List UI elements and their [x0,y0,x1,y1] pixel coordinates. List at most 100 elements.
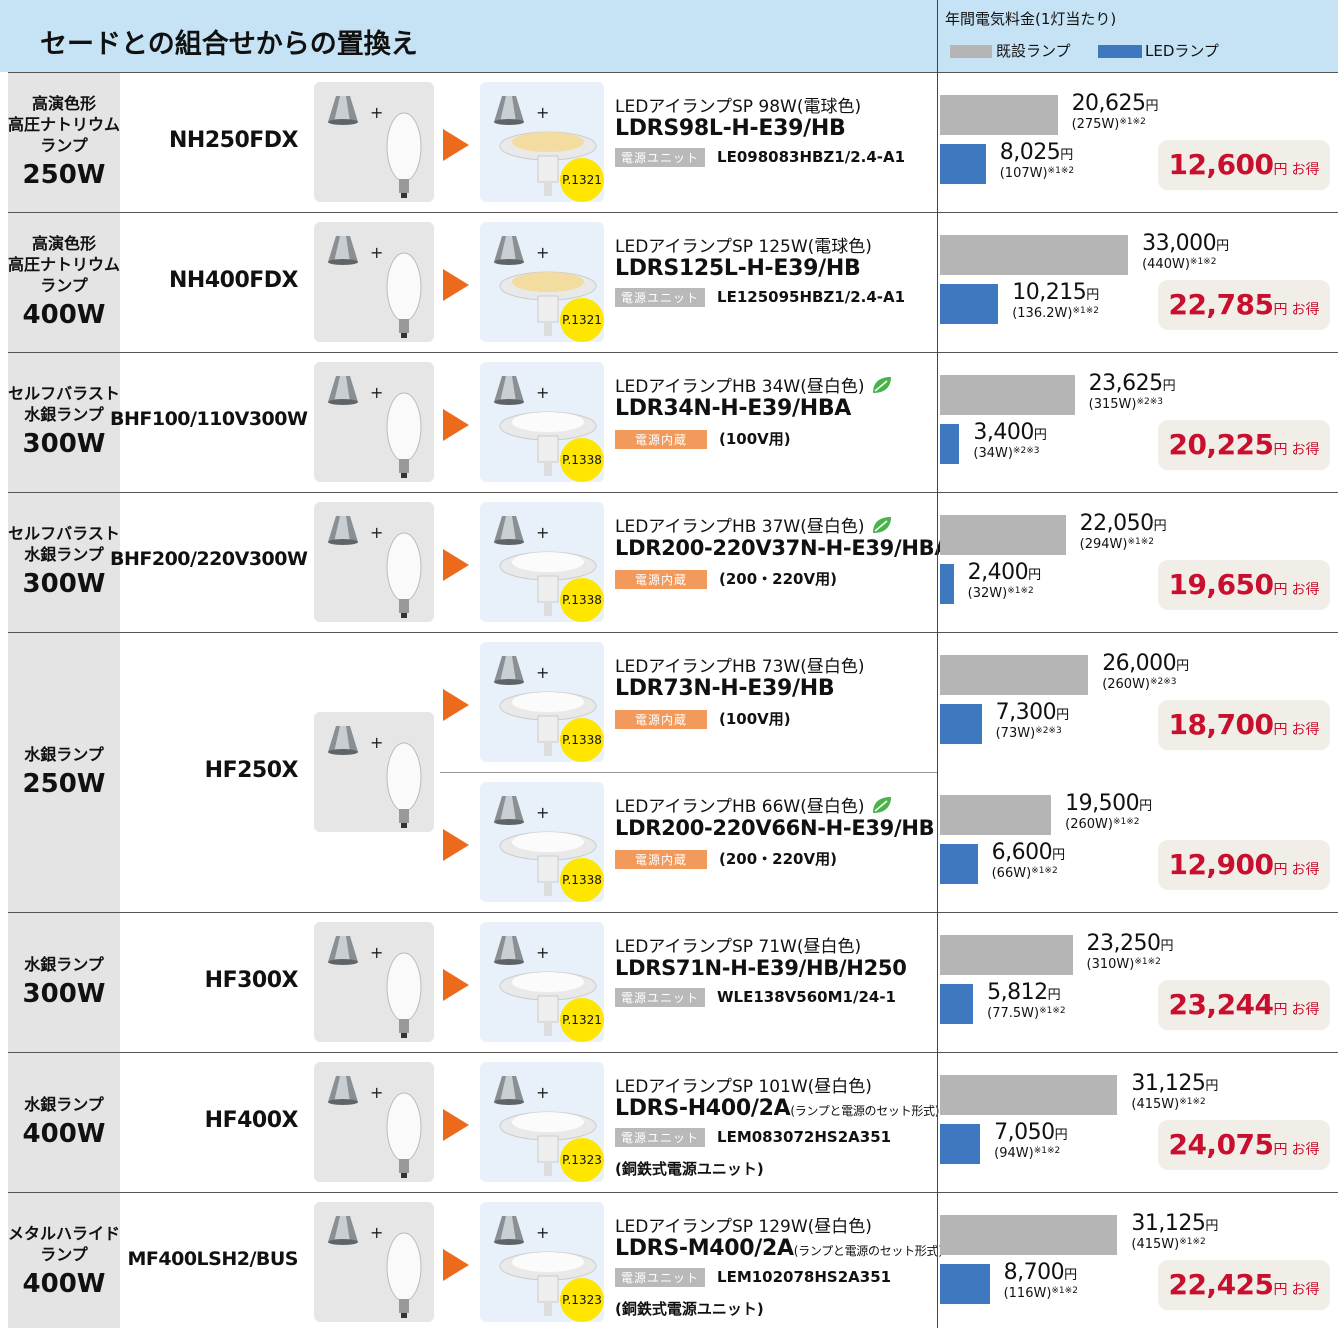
page-badge: P.1338 [560,438,604,482]
model: NH400FDX [169,268,299,293]
plus: + [370,943,383,962]
cost-label: 23,625円 (315W)※2※3 [1089,373,1176,412]
wattage: 400W [22,1269,106,1299]
power-tag: 電源ユニット [615,148,706,167]
product-name: LEDアイランプHB 34W(昼白色) [615,372,893,397]
model: HF250X [204,758,299,783]
old-lamp-image: + [314,712,434,832]
cost-line: 10,215円 [1012,282,1099,304]
cost-value: 8,025 [999,140,1061,165]
saving-box: 20,225円 お得 [1158,420,1330,470]
product-name-text: LEDアイランプSP 129W(昼白色) [615,1217,872,1237]
cost-line: 33,000円 [1142,233,1229,255]
saving-value: 22,785 [1168,288,1274,321]
lamp-type: 水銀ランプ 400W [8,1094,120,1153]
lamp-type: 高演色形 高圧ナトリウム ランプ 250W [8,93,120,194]
saving-value: 23,244 [1168,988,1274,1021]
power-text: LEM083072HS2A351 [717,1128,892,1146]
old-lamp-image: + [314,362,434,482]
led-lamp-image: + [480,502,604,622]
model: MF400LSH2/BUS [127,1248,299,1270]
power-tag: 電源ユニット [615,988,706,1007]
page-badge: P.1321 [560,158,604,202]
old-lamp-image-art: + [328,236,422,338]
product-code-text: LDRS125L-H-E39/HB [615,256,861,281]
note: ※1※2 [1127,537,1155,547]
cost-value: 8,700 [1003,1260,1065,1285]
product-name: LEDアイランプSP 125W(電球色) [615,232,872,257]
plus: + [536,663,549,682]
option-separator [440,772,937,773]
row-separator [8,492,1338,493]
gain: お得 [1291,1142,1320,1158]
arrow [443,1249,469,1281]
product-name: LEDアイランプSP 129W(昼白色) [615,1212,872,1237]
watts: (440W) [1142,257,1190,272]
cost-line: 8,025円 [1000,142,1074,164]
yen: 円 [1273,862,1288,878]
cost-line: 31,125円 [1131,1073,1218,1095]
watts-line: (136.2W)※1※2 [1012,304,1099,321]
product-name: LEDアイランプHB 37W(昼白色) [615,512,893,537]
cost-value: 7,050 [994,1120,1055,1145]
leaf-icon [872,377,891,393]
cost-value: 23,250 [1086,931,1161,956]
cost-line: 3,400円 [973,422,1047,444]
cost-line: 19,500円 [1065,793,1152,815]
old-lamp-image: + [314,502,434,622]
led-lamp-image-art: + [494,1216,597,1316]
note: ※1※2 [1112,817,1140,827]
cost-label: 23,250円 (310W)※1※2 [1087,933,1174,972]
product-name-text: LEDアイランプSP 101W(昼白色) [615,1077,872,1097]
cost-line: 20,625円 [1072,93,1159,115]
cost-label: 8,025円 (107W)※1※2 [1000,142,1074,181]
watts-line: (77.5W)※1※2 [987,1004,1066,1021]
arrow-art [443,1249,469,1281]
saving-box: 12,600円 お得 [1158,140,1330,190]
note: ※1※2 [1051,1286,1078,1296]
lamp-type-cell [8,213,120,352]
saving-box: 24,075円 お得 [1158,1120,1330,1170]
led-lamp-image: + [480,642,604,762]
led-bar [940,284,999,324]
old-lamp-image: + [314,1062,434,1182]
cost-value: 19,500 [1065,791,1140,816]
yen: 円 [1145,99,1159,114]
power-tag: 電源ユニット [615,1128,706,1147]
watts: (294W) [1079,537,1128,552]
watts: (136.2W) [1012,306,1073,321]
product-name: LEDアイランプSP 101W(昼白色) [615,1072,872,1097]
lamp-type-cell [8,1193,120,1328]
note: ※1※2 [1031,866,1058,876]
lamp-type-line: 水銀ランプ [24,954,104,974]
yen: 円 [1052,848,1066,863]
cost-value: 20,625 [1071,91,1146,116]
existing-bar [940,375,1075,415]
product-code-text: LDRS-H400/2A [615,1096,791,1121]
power-tag: 電源内蔵 [615,570,708,589]
cost-label: 20,625円 (275W)※1※2 [1072,93,1159,132]
wattage: 400W [22,1118,106,1149]
header-bar [0,0,1338,72]
yen: 円 [1139,799,1153,814]
arrow-art [443,549,469,581]
arrow-art [443,129,469,161]
saving-value: 18,700 [1168,708,1274,741]
product-name-text: LEDアイランプHB 73W(昼白色) [615,657,865,677]
lamp-type-line: セルフバラスト [8,524,120,543]
power-text: WLE138V560M1/24-1 [717,988,896,1006]
led-lamp-image-art: + [494,236,597,336]
cost-line: 23,250円 [1087,933,1174,955]
product-code: LDRS125L-H-E39/HB [615,256,861,281]
arrow-art [443,269,469,301]
power-row: 電源ユニット LEM083072HS2A351 [615,1128,891,1147]
yen: 円 [1205,1079,1219,1094]
lamp-type: 水銀ランプ 250W [8,744,120,803]
watts-line: (275W)※1※2 [1072,115,1159,132]
led-bar [940,704,982,744]
saving-box: 12,900円 お得 [1158,840,1330,890]
existing-bar [940,235,1129,275]
watts: (34W) [973,446,1013,461]
product-code: LDRS71N-H-E39/HB/H250 [615,956,907,980]
legend-label: LEDランプ [1145,42,1219,60]
